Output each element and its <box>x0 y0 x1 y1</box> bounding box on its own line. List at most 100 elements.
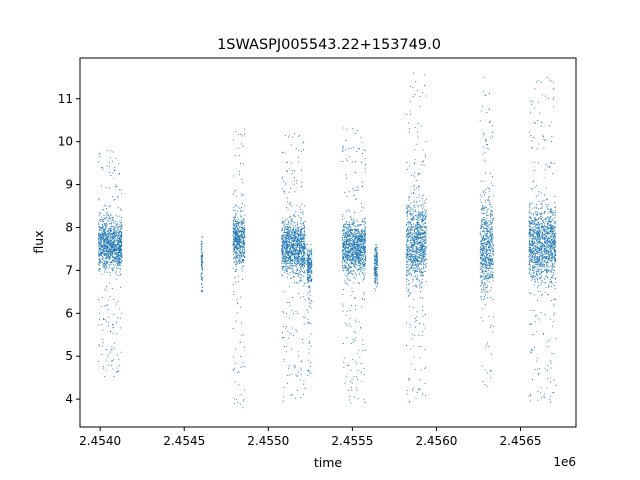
data-point <box>353 297 355 299</box>
data-point <box>359 327 361 329</box>
data-point <box>355 255 357 257</box>
data-point <box>357 253 360 255</box>
data-point <box>244 251 246 253</box>
data-point <box>120 236 122 238</box>
data-point <box>239 238 241 240</box>
data-point <box>108 251 110 253</box>
data-point <box>284 226 286 228</box>
data-point <box>283 291 285 293</box>
data-point <box>106 348 108 350</box>
data-point <box>240 257 242 259</box>
data-point <box>104 233 106 235</box>
data-point <box>350 249 352 251</box>
data-point <box>243 228 245 230</box>
data-point <box>350 304 353 306</box>
data-point <box>238 243 240 245</box>
data-point <box>120 232 122 234</box>
data-point <box>201 246 203 248</box>
data-point <box>100 248 102 250</box>
data-point <box>239 251 241 253</box>
data-point <box>286 229 288 231</box>
data-point <box>238 383 240 385</box>
data-point <box>99 230 101 232</box>
data-point <box>295 237 298 239</box>
data-point <box>363 230 365 232</box>
data-point <box>290 249 292 251</box>
data-point <box>364 264 366 266</box>
data-point <box>300 230 302 232</box>
data-point <box>347 258 349 260</box>
data-point <box>307 270 309 272</box>
data-point <box>300 244 302 246</box>
data-point <box>342 265 344 267</box>
data-point <box>240 216 242 218</box>
data-point <box>235 259 237 261</box>
data-point <box>304 258 306 261</box>
data-point <box>376 255 379 257</box>
data-point <box>287 367 290 369</box>
data-point <box>121 227 123 229</box>
data-point <box>112 270 114 272</box>
data-point <box>364 252 366 254</box>
data-point <box>284 220 286 222</box>
data-point <box>351 262 353 264</box>
data-point <box>110 248 113 250</box>
data-point <box>285 235 287 237</box>
data-point <box>353 229 356 231</box>
data-point <box>375 278 377 280</box>
data-point <box>101 245 103 247</box>
data-point <box>283 234 285 236</box>
data-point <box>284 241 286 243</box>
data-point <box>116 216 118 218</box>
data-point <box>103 224 106 226</box>
data-point <box>297 250 299 252</box>
data-point <box>237 147 239 149</box>
data-point <box>115 235 117 237</box>
data-point <box>107 232 109 234</box>
data-point <box>425 240 427 242</box>
data-point <box>299 250 301 252</box>
data-point <box>307 271 309 273</box>
data-point <box>109 238 111 240</box>
data-point <box>239 249 241 251</box>
data-point <box>116 228 118 230</box>
data-point <box>299 251 301 253</box>
data-point <box>358 237 360 239</box>
data-point <box>359 223 361 226</box>
data-point <box>232 227 234 229</box>
data-point <box>351 218 353 220</box>
data-point <box>423 264 425 266</box>
data-point <box>347 279 349 281</box>
data-point <box>308 254 310 256</box>
data-point <box>288 302 290 304</box>
data-point <box>304 205 306 207</box>
data-point <box>282 235 284 237</box>
data-point <box>413 245 415 247</box>
data-point <box>237 242 239 244</box>
data-point <box>345 266 347 268</box>
data-point <box>233 231 235 233</box>
data-point <box>120 216 123 218</box>
data-point <box>353 246 355 248</box>
data-point <box>107 238 109 241</box>
data-point <box>102 342 104 344</box>
data-point <box>294 213 296 215</box>
data-point <box>119 246 121 248</box>
data-point <box>296 223 298 225</box>
data-point <box>282 176 284 178</box>
data-point <box>236 235 238 237</box>
data-point <box>239 241 241 243</box>
data-point <box>303 253 305 255</box>
data-point <box>363 253 365 256</box>
data-point <box>303 262 305 264</box>
data-point <box>100 236 102 238</box>
data-point <box>239 174 241 176</box>
data-point <box>107 364 109 366</box>
data-point <box>346 177 348 179</box>
data-point <box>285 248 287 251</box>
data-point <box>364 226 366 228</box>
data-point <box>293 233 295 235</box>
data-point <box>375 267 377 269</box>
data-point <box>363 218 366 220</box>
data-point <box>238 206 240 208</box>
